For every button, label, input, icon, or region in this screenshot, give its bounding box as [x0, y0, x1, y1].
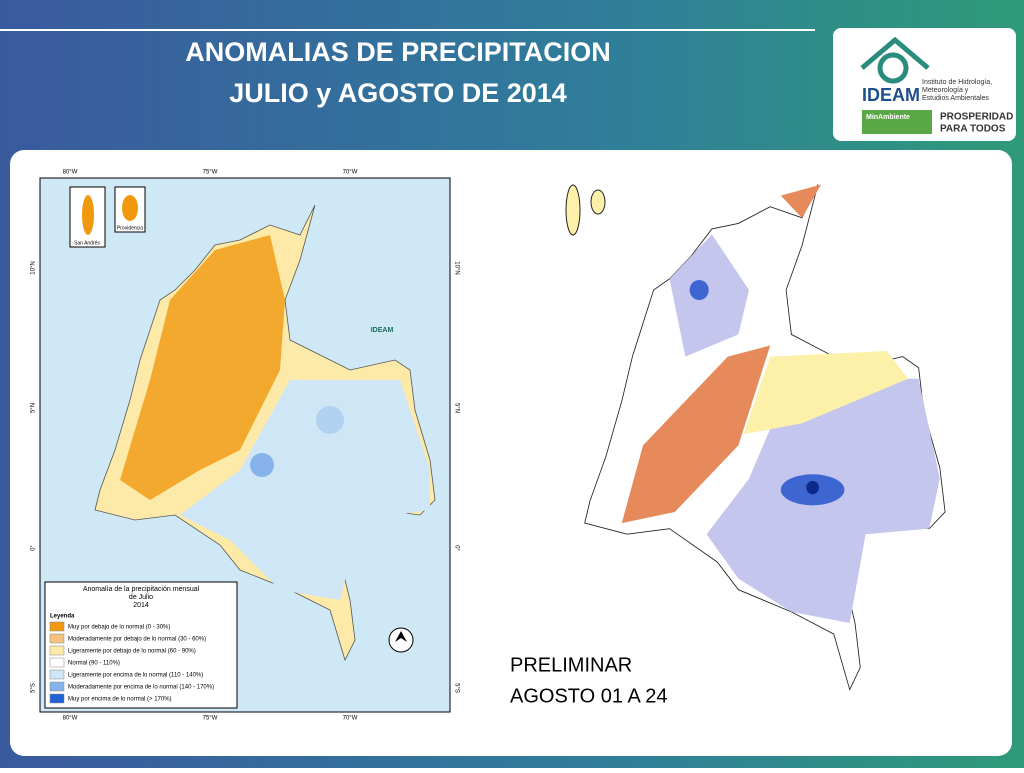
left-map: San Andrés Providencia IDEAM Anomalía de…	[31, 170, 460, 722]
dry-area	[743, 351, 908, 435]
logo-subtitle: Estudios Ambientales	[922, 95, 989, 102]
lat-label: 10°N	[453, 261, 459, 274]
legend-swatch	[49, 693, 65, 704]
dry-area	[780, 184, 822, 218]
lon-label: 75°W	[203, 170, 218, 176]
legend-heading: Leyenda	[50, 614, 75, 620]
legend-title: 2014	[133, 602, 149, 609]
lon-label: 75°W	[203, 716, 218, 722]
island	[590, 189, 606, 215]
title: JULIO y AGOSTO DE 2014	[229, 78, 567, 108]
lat-label: 5°S	[453, 683, 459, 693]
title: ANOMALIAS DE PRECIPITACION	[185, 37, 611, 67]
lon-label: 80°W	[63, 170, 78, 176]
legend-label: Moderadamente por debajo de lo normal (3…	[68, 637, 206, 643]
ministry-badge	[862, 110, 932, 134]
logo-swirl	[877, 52, 909, 84]
legend-label: Ligeramente por debajo de lo normal (60 …	[68, 649, 196, 655]
logo-subtitle: Meteorología y	[922, 87, 969, 94]
legend-label: Muy por debajo de lo normal (0 - 30%)	[68, 625, 170, 631]
dry-area	[621, 345, 771, 524]
lat-label: 0°	[453, 545, 459, 551]
logo-roof	[860, 36, 930, 70]
lon-label: 70°W	[343, 170, 358, 176]
slogan: PROSPERIDAD	[940, 112, 1013, 123]
north-arrow	[388, 627, 414, 653]
right-map: PRELIMINAR AGOSTO 01 A 24	[510, 183, 946, 707]
legend-swatch	[49, 657, 65, 668]
legend-label: Normal (90 - 110%)	[68, 661, 120, 667]
legend-label: Muy por encima de lo normal (> 170%)	[68, 697, 172, 703]
legend-title: de Julio	[129, 594, 153, 601]
lat-label: 5°N	[31, 403, 37, 413]
wet-spot	[316, 406, 344, 434]
logo-subtitle: Instituto de Hidrología,	[922, 79, 992, 86]
lat-label: 5°S	[31, 683, 37, 693]
inset-label: Providencia	[117, 225, 143, 231]
lat-label: 0°	[31, 545, 37, 551]
legend-title: Anomalía de la precipitación mensual	[83, 586, 200, 593]
legend-swatch	[49, 633, 65, 644]
lat-label: 10°N	[31, 261, 37, 274]
legend-swatch	[49, 669, 65, 680]
lat-label: 5°N	[453, 403, 459, 413]
wet-spot	[250, 453, 274, 477]
lon-label: 80°W	[63, 716, 78, 722]
caption: AGOSTO 01 A 24	[510, 685, 668, 707]
north-arrow	[395, 631, 407, 642]
wet-area	[180, 380, 430, 600]
island	[122, 195, 138, 221]
map-logo: IDEAM	[371, 327, 394, 334]
lon-label: 70°W	[343, 716, 358, 722]
island	[565, 184, 581, 236]
caption: PRELIMINAR	[510, 654, 632, 676]
legend-label: Ligeramente por encima de lo normal (110…	[68, 673, 203, 679]
island	[82, 195, 94, 235]
wet-spot	[689, 280, 709, 300]
wet-spot	[806, 480, 819, 495]
dry-area	[120, 235, 285, 500]
legend-swatch	[49, 621, 65, 632]
legend-swatch	[49, 645, 65, 656]
ministry: MinAmbiente	[866, 114, 910, 121]
slogan: PARA TODOS	[940, 124, 1006, 135]
legend-label: Moderadamente por encima de lo normal (1…	[68, 685, 214, 691]
wet-area	[669, 234, 749, 357]
legend-swatch	[49, 681, 65, 692]
logo-name: IDEAM	[862, 85, 920, 105]
legend	[44, 581, 238, 709]
inset-label: San Andrés	[74, 240, 100, 246]
